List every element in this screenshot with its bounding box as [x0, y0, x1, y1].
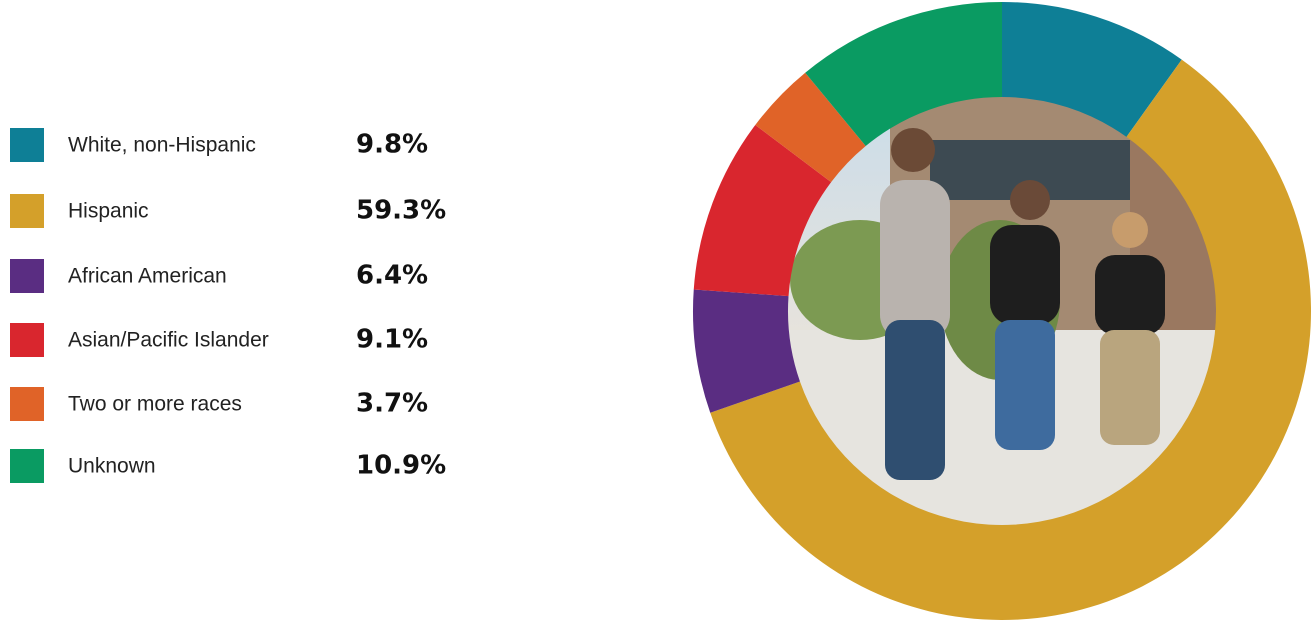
- donut-slice: [693, 124, 832, 297]
- value-label: 3.7%: [356, 389, 428, 419]
- legend-swatch: [10, 323, 44, 357]
- legend-label: Asian/Pacific Islander: [68, 329, 269, 352]
- legend-label: White, non-Hispanic: [68, 134, 256, 157]
- value-label: 6.4%: [356, 261, 428, 291]
- value-label: 9.1%: [356, 325, 428, 355]
- legend-swatch: [10, 128, 44, 162]
- legend-swatch: [10, 449, 44, 483]
- donut-slice: [693, 289, 800, 413]
- legend-swatch: [10, 387, 44, 421]
- value-label: 59.3%: [356, 196, 446, 226]
- donut-slice: [805, 2, 1002, 147]
- legend-label: Two or more races: [68, 393, 242, 416]
- value-label: 10.9%: [356, 451, 446, 481]
- legend-swatch: [10, 259, 44, 293]
- legend-swatch: [10, 194, 44, 228]
- legend-label: Hispanic: [68, 200, 149, 223]
- donut-slice: [755, 72, 866, 183]
- value-label: 9.8%: [356, 130, 428, 160]
- legend-label: African American: [68, 265, 227, 288]
- legend-label: Unknown: [68, 455, 156, 478]
- donut-slice: [1002, 2, 1182, 137]
- donut-slice: [710, 59, 1311, 620]
